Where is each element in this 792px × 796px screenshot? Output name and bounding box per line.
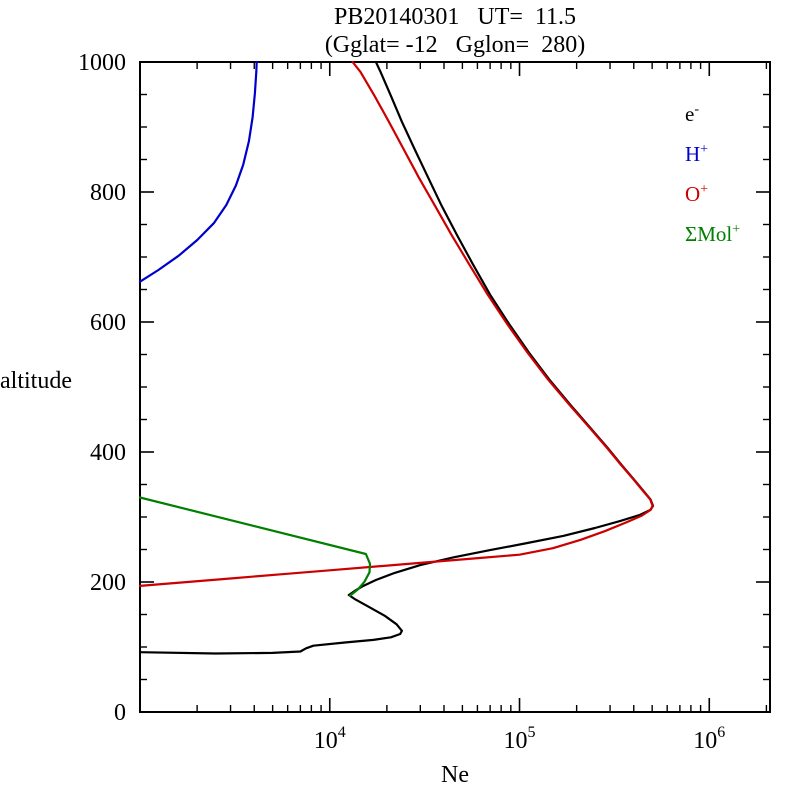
legend-item-SMol+: ΣMol+ [685,222,741,246]
legend-item-O+: O+ [685,182,709,206]
y-tick-label: 800 [90,180,126,206]
legend-item-H+: H+ [685,142,709,166]
x-axis-label: Ne [441,762,469,788]
plot-frame [139,61,771,713]
series-e- [138,60,655,655]
x-tick-label: 105 [504,724,536,754]
x-tick-label: 106 [693,724,725,754]
y-tick-label: 0 [114,700,126,726]
series-H+ [138,60,258,283]
y-tick-label: 1000 [78,50,126,76]
series-O+ [138,60,654,587]
chart-title: PB20140301 UT= 11.5 [334,4,576,30]
y-axis-label: altitude [0,368,72,394]
y-tick-label: 200 [90,570,126,596]
chart-subtitle: (Gglat= -12 Gglon= 280) [324,32,586,58]
y-tick-label: 400 [90,440,126,466]
legend: e- H+ O+ ΣMol+ [685,92,740,252]
series-SMol+ [138,496,372,597]
x-tick-label: 104 [314,724,346,754]
y-tick-label: 600 [90,310,126,336]
legend-item-e-: e- [685,102,699,126]
